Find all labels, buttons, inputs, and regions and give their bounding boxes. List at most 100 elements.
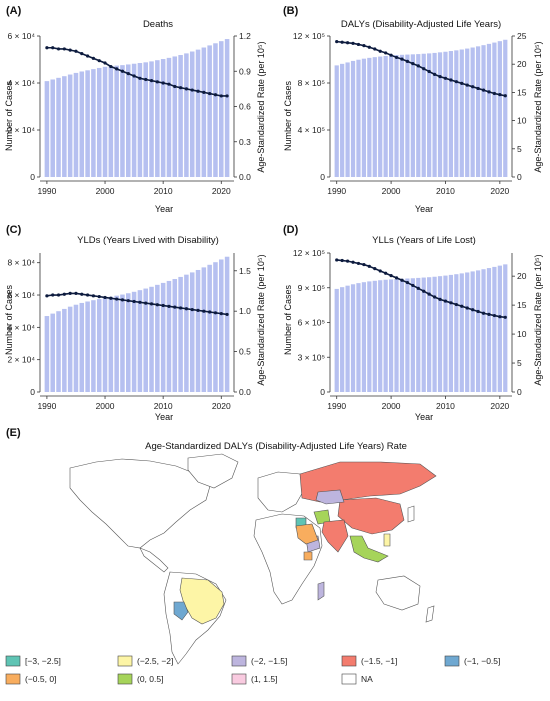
panel-a-bar-2015: [189, 51, 195, 178]
panel-a-rate-point-1991: [51, 46, 55, 50]
panel-d-bar-2019: [492, 266, 497, 392]
panel-a-bar-2003: [120, 65, 125, 177]
panel-c-bar-2008: [149, 286, 154, 392]
panel-b-plot: 0 4 × 10⁵ 8 × 10⁵ 12 × 10⁵ 0 5 10 15 20 25 1990 200…: [293, 31, 527, 196]
panel-c-bar-1993: [62, 308, 67, 392]
panel-a-rate-point-2007: [144, 77, 148, 82]
panel-b-rate-point-2003: [405, 59, 410, 63]
panel-a-bar-2010: [160, 59, 166, 177]
panel-b-bar-1999: [383, 55, 388, 178]
legend-swatch: [117, 655, 133, 667]
panel-c-x-tick-label: 2000: [96, 401, 115, 411]
panel-a-rate-point-2014: [184, 87, 189, 91]
panel-d-rate-point-2005: [416, 286, 420, 290]
legend-label: NA: [361, 674, 373, 684]
panel-b-rate-point-1998: [378, 49, 382, 53]
panel-b-rate-point-2011: [449, 78, 453, 82]
panel-c-rate-point-2021: [225, 312, 229, 317]
panel-c-rate-point-2017: [202, 309, 206, 313]
panel-c-left-tick-label: 8 × 10⁴: [7, 258, 35, 268]
panel-b: (B) DALYs (Disability-Adjusted Life Year…: [283, 5, 543, 214]
australia: [375, 575, 421, 611]
panel-b-xlabel: Year: [415, 204, 433, 214]
panel-b-bar-1995: [361, 58, 367, 177]
panel-c-rate-point-2000: [103, 295, 107, 300]
panel-c-rate-point-2009: [155, 303, 159, 307]
panel-d-x-tick-label: 2020: [490, 401, 509, 411]
panel-a-x-tick-label: 2010: [154, 186, 173, 196]
panel-c-bar-1990: [44, 316, 50, 392]
panel-d-rate-point-1993: [351, 260, 355, 264]
chart-marks: 0 2 × 10⁴ 4 × 10⁴ 6 × 10⁴ 0.0 0.3 0.6 0.9 1.2 199…: [7, 31, 526, 411]
panel-b-rate-point-2002: [400, 57, 404, 61]
panel-d: (D) YLLs (Years of Life Lost) Year Numbe…: [283, 224, 543, 422]
legend-label: (−1, −0.5]: [464, 656, 500, 666]
panel-d-bar-2017: [481, 269, 486, 392]
panel-b-rate-point-2013: [460, 81, 464, 85]
panel-c-bar-2000: [102, 297, 108, 392]
panel-a-right-tick-label: 1.2: [239, 31, 251, 41]
panel-a-xlabel: Year: [155, 204, 173, 214]
panel-a-ylabel-left: Number of Cases: [4, 80, 14, 151]
legend-item: (0, 0.5]: [117, 673, 163, 685]
panel-c-bar-2016: [195, 269, 201, 392]
panel-c-bar-2013: [178, 276, 183, 392]
panel-d-bar-2000: [388, 279, 394, 392]
panel-b-right-tick-label: 25: [517, 31, 527, 41]
panel-a-bar-2018: [207, 45, 212, 178]
legend-item: NA: [341, 673, 373, 685]
panel-c-bar-1999: [96, 299, 102, 392]
panel-c-x-tick-label: 1990: [37, 401, 56, 411]
panel-d-left-tick-label: 6 × 10⁵: [298, 318, 325, 328]
panel-c-rate-point-1997: [85, 293, 90, 297]
panel-b-rate-point-2017: [481, 88, 486, 92]
panel-b-rate-point-1997: [373, 47, 377, 51]
panel-a-rate-point-2004: [126, 72, 130, 76]
panel-a-rate-point-2018: [208, 91, 212, 96]
panel-d-rate-point-2001: [394, 276, 399, 280]
north-america: [69, 458, 211, 549]
panel-d-ylabel-right: Age-Standardized Rate (per 10⁵): [533, 254, 543, 385]
panel-d-plot: 0 3 × 10⁵ 6 × 10⁵ 9 × 10⁵ 12 × 10⁵ 0 5 10 15 20 19…: [293, 248, 527, 411]
legend-item: (−1, −0.5]: [444, 655, 500, 667]
middle-east: [295, 523, 319, 545]
panel-d-bar-2015: [470, 271, 475, 392]
panel-a-rate-point-2008: [149, 79, 154, 83]
panel-c-rate-point-1998: [91, 294, 96, 298]
country-kazakhstan: [315, 489, 345, 505]
legend-swatch: [341, 655, 357, 667]
panel-b-bar-1994: [356, 59, 361, 178]
panel-b-rate-point-2019: [492, 91, 497, 96]
panel-a-bar-1998: [91, 69, 96, 177]
legend-label: (−2.5, −2]: [137, 656, 173, 666]
panel-c-bar-2017: [201, 267, 207, 392]
panel-a-rate-point-2001: [109, 64, 113, 69]
panel-c-rate-point-1995: [74, 291, 78, 296]
panel-a-rate-point-2003: [120, 69, 125, 73]
panel-d-bar-2021: [503, 264, 508, 392]
panel-d-bar-2009: [437, 276, 443, 392]
legend-label: [−3, −2.5]: [25, 656, 61, 666]
panel-d-bar-2006: [421, 277, 426, 392]
legend-label: (−2, −1.5]: [251, 656, 287, 666]
panel-c-right-tick-label: 1.0: [239, 306, 251, 316]
panel-d-bar-2007: [427, 277, 432, 392]
country-bolivia: [173, 601, 189, 621]
panel-b-bar-2016: [475, 46, 481, 178]
country-india: [321, 519, 349, 553]
panel-a-rate-point-2005: [132, 74, 136, 78]
panel-d-bar-2008: [432, 276, 437, 392]
panel-d-rate-point-1990: [335, 258, 339, 262]
panel-a-rate-point-2012: [173, 84, 177, 89]
world-map: [69, 453, 437, 665]
panel-b-title: DALYs (Disability-Adjusted Life Years): [341, 19, 501, 30]
panel-c-left-tick-label: 2 × 10⁴: [7, 355, 35, 365]
country-philippines: [383, 533, 391, 547]
panel-b-bar-1998: [378, 56, 383, 178]
panel-d-rate-point-2020: [498, 315, 502, 319]
panel-d-letter: (D): [283, 224, 299, 236]
panel-a-rate-point-2019: [213, 93, 218, 97]
panel-d-left-tick-label: 9 × 10⁵: [298, 283, 325, 293]
panel-d-rate-point-2008: [432, 295, 437, 299]
